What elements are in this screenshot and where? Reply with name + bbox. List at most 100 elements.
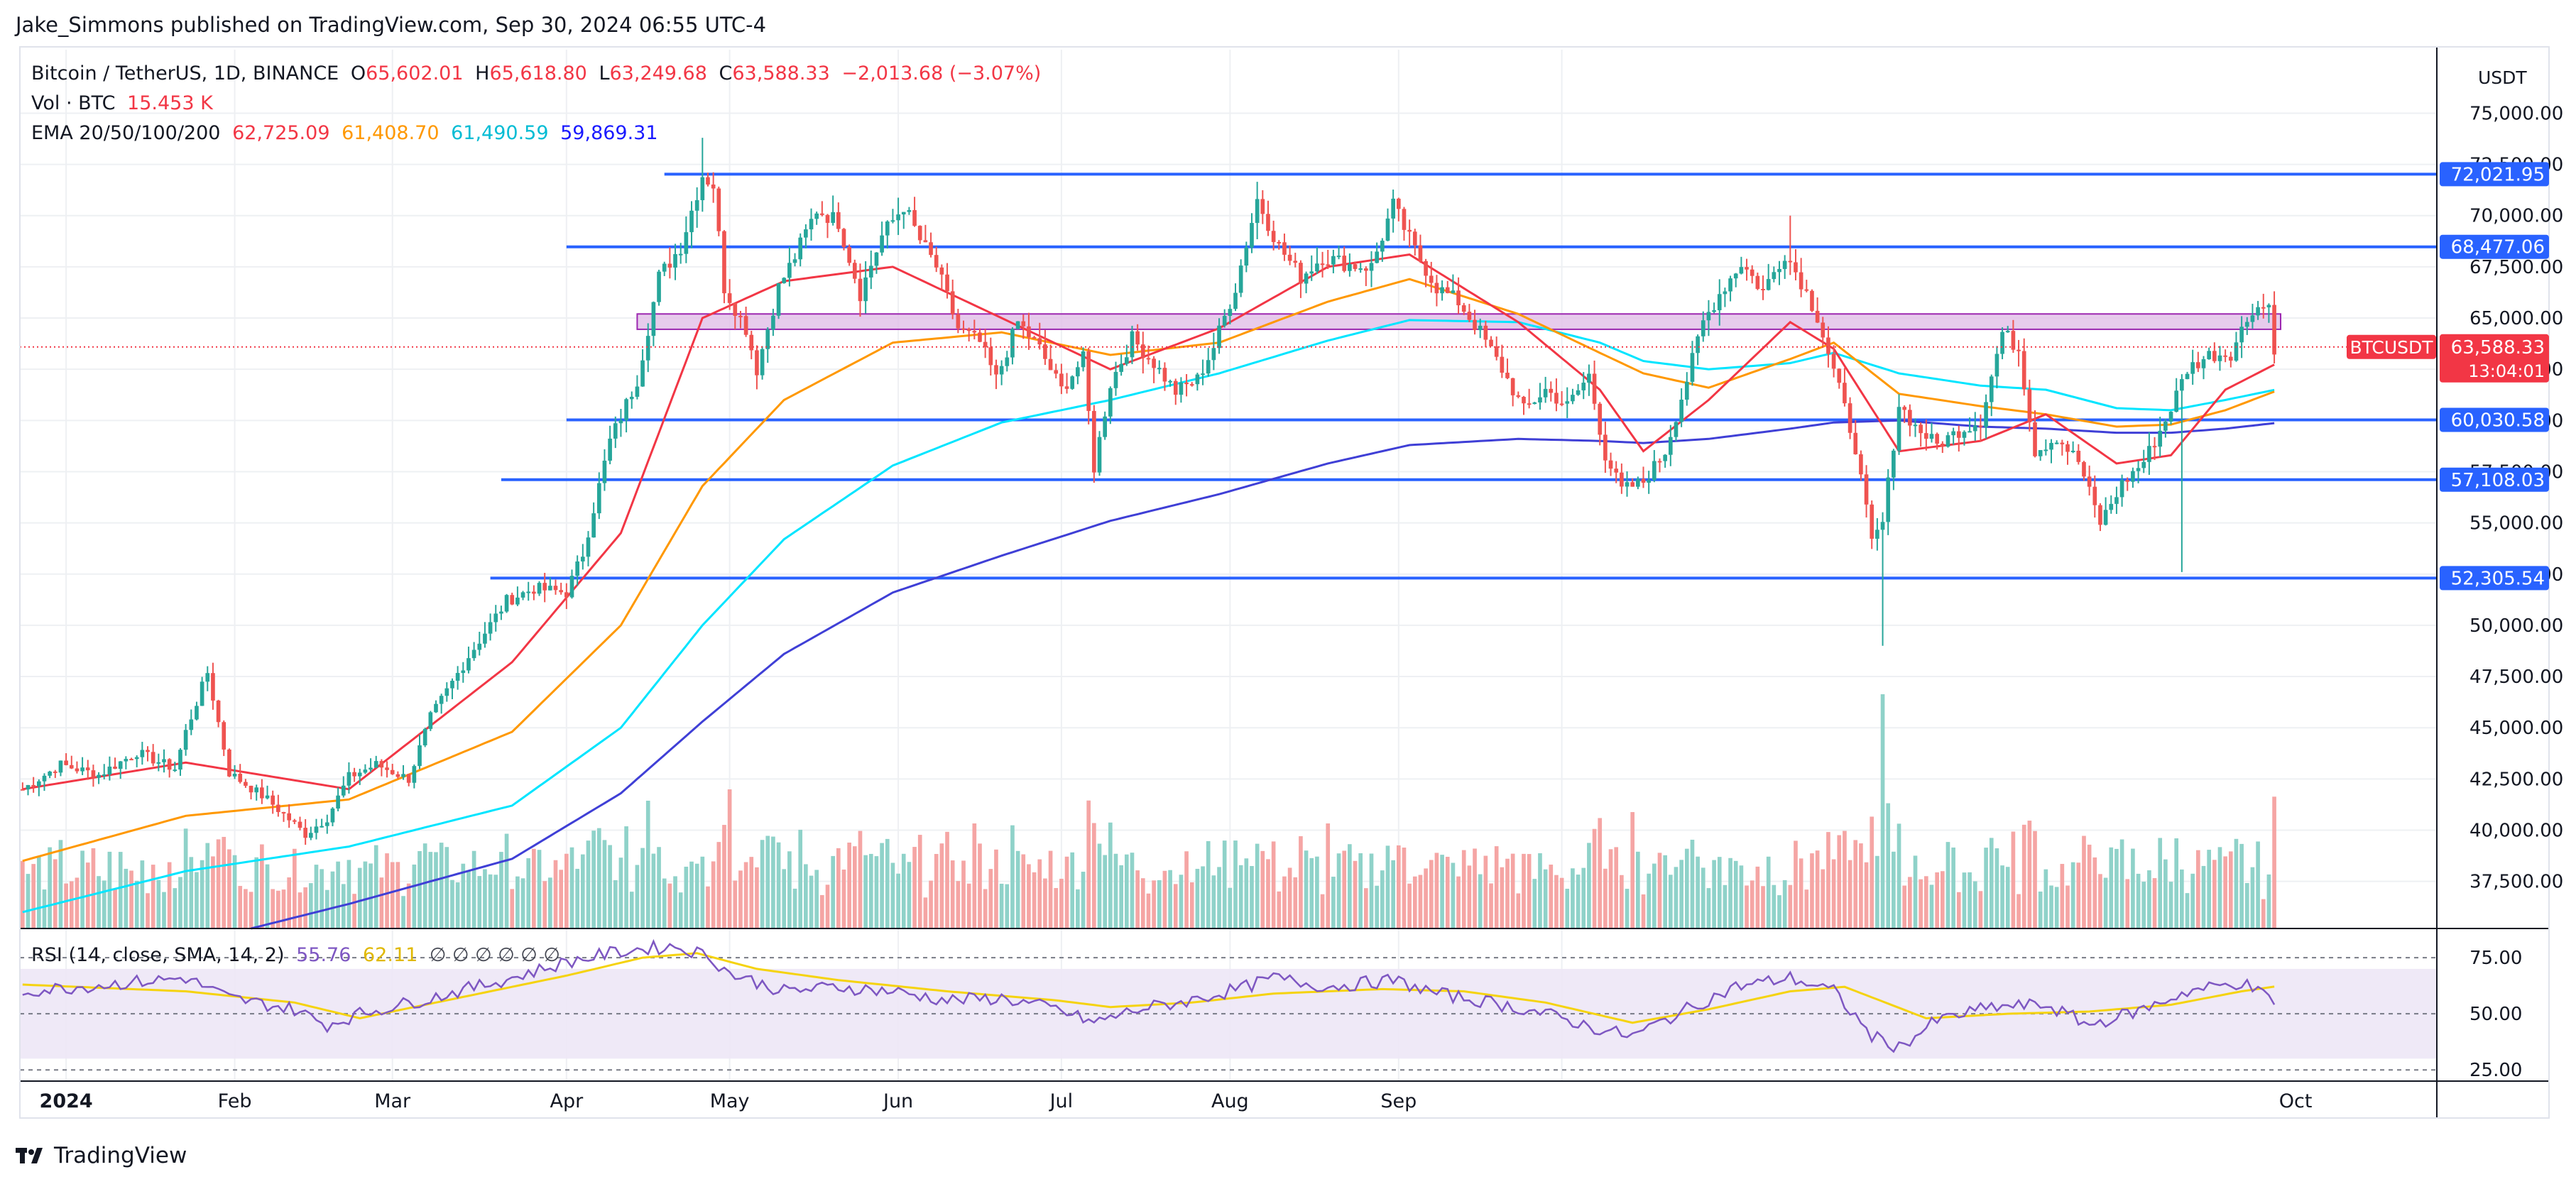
candle-body: [1831, 354, 1836, 369]
candle-body: [1429, 275, 1434, 283]
volume-bar: [1146, 893, 1151, 928]
candle-body: [988, 347, 993, 366]
volume-bar: [1195, 868, 1200, 928]
candle-body: [1168, 380, 1172, 383]
volume-bar: [722, 825, 726, 928]
candle-body: [97, 774, 101, 778]
volume-bar: [755, 867, 759, 928]
ema-label[interactable]: EMA 20/50/100/200: [31, 122, 221, 144]
candle-body: [450, 681, 454, 689]
candle-body: [635, 386, 640, 397]
volume-bar: [1293, 877, 1298, 928]
candle-body: [1772, 272, 1777, 280]
candle-body: [1684, 381, 1689, 400]
volume-bar: [771, 836, 775, 928]
volume-bar: [1010, 825, 1015, 928]
candle-body: [151, 752, 155, 764]
volume-bar: [48, 847, 52, 928]
volume-bar: [281, 889, 286, 928]
candle-body: [1402, 209, 1407, 230]
candle-body: [820, 213, 824, 215]
candle-body: [1576, 390, 1581, 395]
candle-body: [466, 658, 471, 671]
volume-bar: [1434, 853, 1439, 928]
volume-bar: [939, 843, 944, 928]
volume-bar: [64, 883, 68, 928]
volume-bar: [1255, 843, 1260, 928]
volume-bar: [2087, 844, 2092, 928]
volume-bar: [596, 828, 601, 928]
candle-body: [346, 772, 351, 786]
volume-bar: [874, 856, 879, 928]
volume-label[interactable]: Vol · BTC: [31, 92, 116, 114]
tradingview-logo[interactable]: TradingView: [16, 1143, 187, 1168]
candle-body: [1282, 242, 1287, 255]
volume-bar: [912, 847, 917, 928]
horizontal-levels[interactable]: [490, 172, 2437, 580]
candle-body: [934, 255, 939, 268]
volume-bar: [2033, 831, 2037, 928]
candle-body: [53, 771, 58, 773]
volume-bar: [1608, 849, 1613, 928]
volume-bar: [1299, 836, 1303, 928]
volume-bar: [195, 872, 199, 928]
volume-bar: [645, 801, 650, 928]
volume-bar: [1745, 885, 1749, 928]
volume-bar: [1870, 816, 1874, 928]
candle-body: [1152, 358, 1156, 368]
candle-body: [711, 184, 716, 189]
time-tick-label: Jun: [882, 1090, 913, 1112]
candle-body: [227, 749, 231, 777]
candle-body: [2000, 332, 2004, 354]
volume-bar: [1571, 868, 1575, 928]
candle-body: [640, 360, 645, 387]
rsi-label[interactable]: RSI (14, close, SMA, 14, 2): [31, 944, 285, 966]
volume-bar: [907, 862, 912, 928]
candle-body: [357, 772, 362, 777]
candle-body: [1815, 310, 1820, 323]
volume-bar: [966, 883, 971, 928]
volume-bar: [1119, 865, 1123, 928]
candle-body: [1445, 287, 1450, 293]
volume-bar: [591, 831, 596, 928]
volume-bar: [999, 883, 1004, 928]
symbol-title[interactable]: Bitcoin / TetherUS, 1D, BINANCE: [31, 62, 339, 84]
volume-bar: [1684, 848, 1689, 928]
time-axis[interactable]: 2024 Feb Mar Apr May Jun Jul Aug Sep Oct: [40, 1090, 2313, 1112]
volume-bar: [2114, 848, 2119, 928]
candle-body: [548, 586, 552, 591]
tradingview-logo-icon: [16, 1148, 43, 1163]
candle-body: [1598, 403, 1603, 435]
candle-body: [852, 263, 857, 279]
candle-body: [966, 328, 971, 332]
candle-body: [2109, 503, 2114, 510]
candle-body: [907, 210, 912, 212]
candle-body: [2082, 461, 2086, 477]
candle-body: [1005, 357, 1010, 366]
volume-bar: [2098, 874, 2102, 928]
volume-bar: [1984, 848, 1988, 928]
volume-bar: [1630, 812, 1635, 928]
volume-bar: [390, 862, 395, 928]
candle-body: [1113, 371, 1118, 388]
volume-bar: [1266, 859, 1270, 928]
rsi-tick-label: 25.00: [2469, 1060, 2522, 1081]
candle-body: [1043, 344, 1047, 359]
volume-bar: [580, 854, 585, 928]
candle-body: [1255, 199, 1260, 224]
candle-body: [868, 265, 873, 278]
volume-bar: [515, 876, 520, 928]
candle-body: [1037, 338, 1042, 345]
candle-body: [2065, 444, 2070, 452]
volume-bar: [1826, 832, 1830, 928]
candle-body: [1238, 265, 1243, 293]
candle-body: [890, 220, 895, 222]
volume-bar: [352, 894, 356, 928]
candle-body: [401, 774, 405, 777]
volume-bar: [1859, 843, 1863, 928]
candle-body: [1625, 482, 1630, 487]
volume-bar: [1587, 843, 1591, 928]
volume-bar: [1935, 872, 1939, 928]
candle-body: [254, 787, 259, 793]
